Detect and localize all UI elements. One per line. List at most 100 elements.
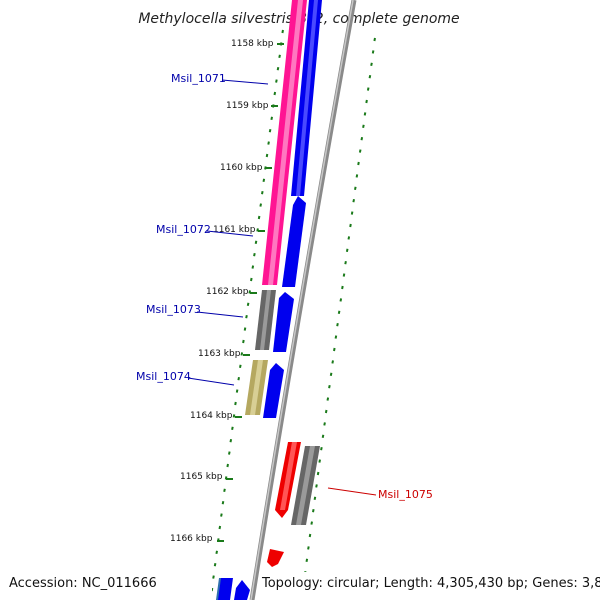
tick-label: 1166 kbp — [170, 534, 213, 544]
minor-tick — [308, 533, 312, 538]
minor-tick — [240, 352, 244, 356]
leader-msil-1075 — [327, 487, 377, 496]
leader-msil-1074 — [187, 377, 235, 386]
feature-blue-block-5 — [218, 578, 233, 600]
minor-tick — [334, 335, 338, 339]
feature-pink-highlight — [268, 0, 303, 285]
minor-tick — [326, 397, 330, 401]
minor-tick — [320, 447, 323, 451]
minor-tick — [324, 409, 328, 414]
minor-tick — [323, 422, 326, 426]
minor-tick — [235, 389, 239, 393]
minor-tick — [228, 451, 231, 455]
gene-label-msil-1071[interactable]: Msil_1071 — [171, 72, 226, 85]
feature-red-highlight — [280, 442, 297, 510]
minor-tick — [363, 112, 367, 116]
minor-tick — [248, 290, 251, 294]
minor-tick — [360, 137, 364, 141]
minor-tick — [220, 513, 223, 517]
minor-tick — [251, 265, 255, 269]
minor-tick — [337, 310, 341, 314]
minor-tick — [246, 302, 250, 306]
minor-tick — [212, 575, 215, 579]
minor-tick — [328, 385, 331, 389]
minor-tick — [270, 116, 273, 120]
minor-tick — [224, 476, 228, 480]
minor-tick — [231, 426, 234, 430]
minor-tick — [215, 550, 218, 554]
minor-tick — [339, 298, 343, 302]
minor-tick — [261, 191, 264, 195]
minor-tick — [366, 87, 370, 91]
gene-label-msil-1072[interactable]: Msil_1072 — [156, 223, 211, 236]
genome-summary-text: Topology: circular; Length: 4,305,430 bp… — [261, 576, 600, 591]
feature-red-small — [267, 549, 284, 567]
minor-tick — [243, 327, 247, 331]
minor-tick — [316, 471, 320, 476]
minor-tick — [315, 484, 318, 488]
feature-gray-highlight — [260, 290, 271, 350]
minor-tick — [333, 347, 336, 352]
leader-msil-1071 — [221, 79, 269, 85]
minor-tick — [313, 496, 317, 500]
gene-label-msil-1074[interactable]: Msil_1074 — [136, 370, 191, 383]
minor-tick — [357, 161, 360, 166]
minor-tick — [226, 463, 229, 468]
minor-tick — [345, 248, 349, 252]
minor-tick — [218, 525, 222, 530]
outer-tick-ring — [300, 37, 376, 600]
minor-tick — [305, 558, 309, 562]
minor-tick — [232, 414, 236, 418]
tick-label: 1161 kbp — [213, 225, 256, 235]
leader-msil-1072 — [206, 230, 254, 237]
minor-tick — [355, 174, 359, 178]
minor-tick — [229, 439, 233, 443]
minor-tick — [349, 223, 352, 228]
minor-tick — [321, 434, 325, 438]
tick-label: 1158 kbp — [231, 39, 274, 49]
minor-tick — [239, 364, 242, 368]
minor-tick — [267, 141, 270, 145]
tick-labels: 1158 kbp 1159 kbp 1160 kbp 1161 kbp 1162… — [170, 39, 274, 544]
feature-blue-arrow-6 — [234, 580, 250, 600]
minor-tick — [275, 79, 278, 83]
feature-blue-arrow-4 — [263, 363, 284, 418]
minor-tick — [276, 67, 280, 71]
tick-label: 1159 kbp — [226, 101, 269, 111]
tick-label: 1164 kbp — [190, 411, 233, 421]
minor-tick — [318, 459, 321, 463]
minor-tick — [250, 277, 253, 282]
minor-tick — [336, 323, 339, 327]
minor-tick — [354, 186, 357, 190]
minor-tick — [365, 99, 368, 104]
minor-tick — [344, 261, 347, 265]
minor-tick — [329, 372, 333, 376]
inner-tick-ring — [210, 29, 284, 592]
minor-tick — [213, 563, 217, 567]
minor-tick — [257, 215, 261, 220]
feature-blue-arrow-2 — [282, 196, 306, 287]
gene-labels: Msil_1071 Msil_1072 Msil_1073 Msil_1074 … — [136, 72, 433, 501]
minor-tick — [273, 91, 277, 96]
feature-gray-highlight-2 — [296, 446, 315, 525]
minor-tick — [352, 199, 355, 203]
tick-label: 1165 kbp — [180, 472, 223, 482]
minor-tick — [245, 315, 248, 319]
minor-tick — [331, 360, 334, 364]
gene-label-msil-1073[interactable]: Msil_1073 — [146, 303, 201, 316]
minor-tick — [370, 62, 373, 66]
tick-label: 1163 kbp — [198, 349, 241, 359]
minor-tick — [262, 178, 266, 182]
backbone-line — [249, 0, 357, 600]
gene-label-msil-1075[interactable]: Msil_1075 — [378, 488, 433, 501]
tick-label: 1162 kbp — [206, 287, 249, 297]
minor-tick — [223, 488, 226, 492]
minor-tick — [371, 50, 375, 54]
feature-blue-arrow-3 — [273, 292, 294, 352]
feature-blue-highlight-1 — [296, 0, 318, 196]
feature-olive-highlight — [250, 360, 263, 415]
minor-tick — [358, 149, 362, 153]
minor-tick — [347, 236, 351, 240]
minor-tick — [350, 211, 354, 215]
